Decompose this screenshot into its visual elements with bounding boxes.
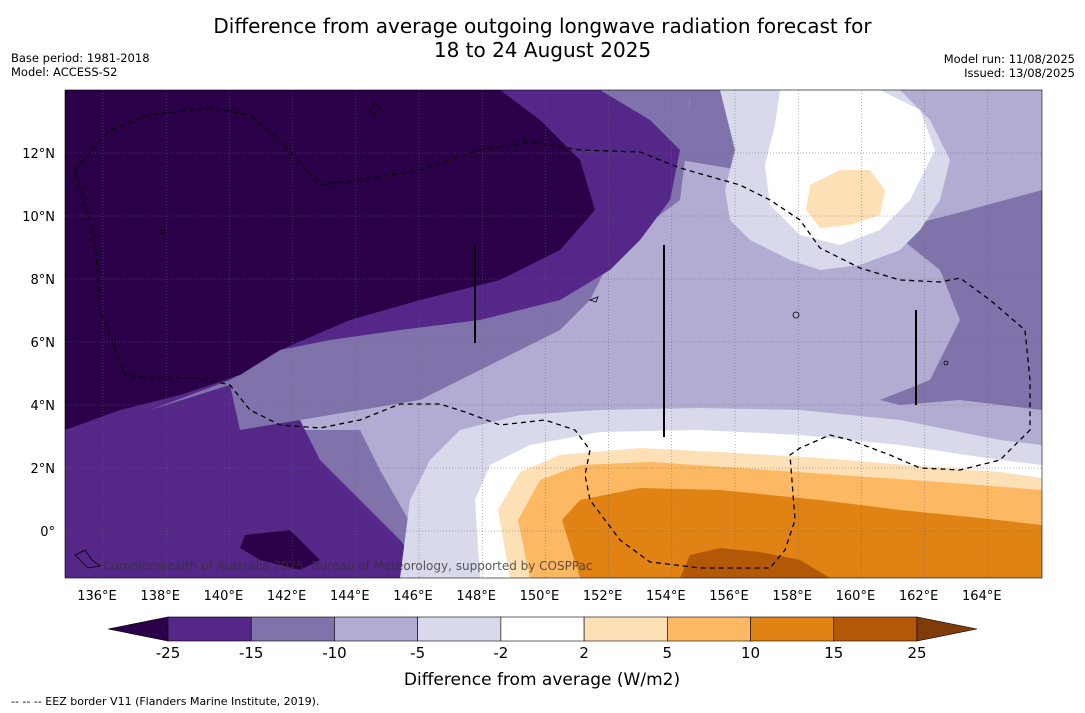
model-name: Model: ACCESS-S2: [11, 65, 118, 79]
lon-label: 148°E: [456, 589, 496, 604]
colorbar-segment: [334, 616, 418, 642]
colorbar-title: Difference from average (W/m2): [404, 670, 680, 690]
map-frame: [64, 89, 1043, 579]
lat-label: 2°N: [31, 462, 56, 477]
colorbar-segment: [667, 616, 751, 642]
lon-label: 164°E: [962, 589, 1002, 604]
lon-label: 154°E: [646, 589, 686, 604]
colorbar-extend-high: [916, 616, 978, 642]
colorbar-segment: [750, 616, 835, 642]
map-plot-area: Commonwealth of Australia 2025, Bureau o…: [65, 90, 1042, 578]
colorbar-segment: [833, 616, 918, 642]
colorbar-tick-label: 10: [741, 644, 760, 662]
gridlines: [65, 90, 1042, 578]
lon-label: 138°E: [140, 589, 180, 604]
contour-band-minus25: [65, 90, 595, 430]
lon-label: 136°E: [77, 589, 117, 604]
colorbar-segment: [500, 616, 585, 642]
lon-label: 142°E: [267, 589, 307, 604]
lat-label: 6°N: [31, 336, 56, 351]
longitude-labels: 136°E 138°E 140°E 142°E 144°E 146°E 148°E 150°E…: [77, 589, 1001, 604]
lat-label: 10°N: [22, 210, 55, 225]
issued-date: Issued: 13/08/2025: [964, 66, 1075, 80]
island-outlines: [74, 102, 949, 569]
lon-label: 158°E: [772, 589, 812, 604]
colorbar-segment: [583, 616, 668, 642]
meta-right: Model run: 11/08/2025 Issued: 13/08/2025: [944, 52, 1075, 80]
model-run: Model run: 11/08/2025: [943, 52, 1075, 66]
base-period: Base period: 1981-2018: [11, 51, 150, 65]
lat-label: 12°N: [22, 147, 55, 162]
colorbar-extend-low: [107, 616, 169, 642]
lon-label: 150°E: [520, 589, 560, 604]
colorbar-tick-label: -2: [493, 644, 508, 662]
colorbar-tick-label: -10: [322, 644, 347, 662]
colorbar-tick-label: -25: [156, 644, 181, 662]
meta-left: Base period: 1981-2018 Model: ACCESS-S2: [11, 51, 150, 79]
contour-band-plus10: [562, 488, 1042, 578]
contour-band-minus15-south: [65, 385, 430, 578]
contour-band-plus2-north: [806, 170, 885, 228]
lat-label: 0°: [40, 525, 55, 540]
colorbar-segment: [417, 616, 502, 642]
colorbar: -25 -15 -10 -5 -2 2 5 10 15 25: [107, 616, 978, 662]
latitude-labels: 12°N 10°N 8°N 6°N 4°N 2°N 0°: [22, 147, 55, 540]
colorbar-tick-label: -15: [239, 644, 264, 662]
lon-label: 144°E: [330, 589, 370, 604]
contour-band-minus25-south: [240, 530, 320, 570]
map-title: Difference from average outgoing longwav…: [0, 14, 1085, 62]
lat-label: 8°N: [31, 273, 56, 288]
lat-label: 4°N: [31, 399, 56, 414]
contour-band-minus10-right: [880, 190, 1042, 410]
colorbar-segment: [250, 616, 335, 642]
lon-label: 146°E: [393, 589, 433, 604]
colorbar-tick-label: -5: [410, 644, 425, 662]
lon-label: 162°E: [899, 589, 939, 604]
colorbar-tick-label: 15: [824, 644, 843, 662]
colorbar-tick-label: 5: [663, 644, 673, 662]
lon-label: 152°E: [583, 589, 623, 604]
colorbar-tick-label: 2: [579, 644, 589, 662]
title-line-1: Difference from average outgoing longwav…: [213, 14, 872, 38]
lon-label: 160°E: [836, 589, 876, 604]
title-line-2: 18 to 24 August 2025: [433, 38, 652, 62]
contour-band-plus10-east: [930, 540, 1042, 578]
copyright-watermark: Commonwealth of Australia 2025, Bureau o…: [103, 559, 593, 573]
lon-label: 140°E: [204, 589, 244, 604]
colorbar-segment: [167, 616, 252, 642]
contour-band-plus15: [680, 548, 830, 578]
colorbar-tick-label: 25: [907, 644, 926, 662]
lon-label: 156°E: [709, 589, 749, 604]
eez-footnote: -- -- -- EEZ border V11 (Flanders Marine…: [11, 695, 320, 708]
